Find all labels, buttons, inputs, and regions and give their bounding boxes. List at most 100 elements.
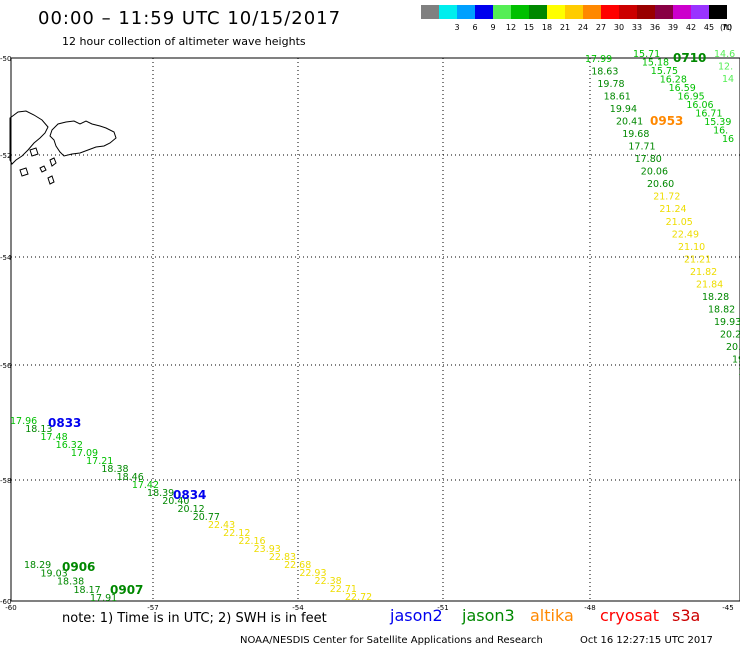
map-subtitle: 12 hour collection of altimeter wave hei…: [62, 35, 306, 48]
wave-height-value: 16.32: [56, 440, 83, 451]
pass-time-labels: 0710 0953 0833 0834 0906 0907: [48, 51, 706, 597]
wave-height-value: 18.28: [702, 292, 729, 303]
pass-time-label: 0834: [173, 488, 206, 502]
colorbar-label: 6: [472, 23, 478, 32]
colorbar-label: 45: [703, 23, 715, 32]
wave-height-value: 14: [722, 74, 734, 85]
colorbar-swatch: [421, 5, 439, 19]
wave-height-value: 12.: [718, 62, 733, 73]
wave-height-value: 17.09: [71, 448, 98, 459]
wave-height-value: 19.94: [610, 104, 637, 115]
wave-height-value: 18.39: [147, 488, 174, 499]
colorbar-swatch: [619, 5, 637, 19]
units-note: note: 1) Time is in UTC; 2) SWH is in fe…: [62, 611, 327, 626]
wave-height-value: 16.06: [686, 100, 713, 111]
latitude-tick-label: -54: [0, 254, 12, 262]
wave-height-value: 18.38: [57, 577, 84, 588]
wave-height-value: 17.42: [132, 480, 159, 491]
colorbar-swatch: [457, 5, 475, 19]
colorbar-swatch: [709, 5, 727, 19]
latitude-tick-label: -58: [0, 477, 11, 485]
colorbar-swatch: [439, 5, 457, 19]
wave-height-value: 23.93: [254, 544, 281, 555]
wave-height-value: 20.06: [641, 167, 668, 178]
wave-height-value: 22.71: [330, 584, 357, 595]
wave-height-value: 19.78: [597, 79, 624, 90]
wave-height-value: 20.23: [720, 329, 740, 340]
colorbar-swatch: [691, 5, 709, 19]
wave-height-value: 19.03: [41, 568, 68, 579]
wave-height-value: 15.18: [642, 58, 669, 69]
wave-height-value: 21.05: [666, 217, 693, 228]
wave-height-value: 17.99: [585, 54, 612, 65]
pass-time-label: 0906: [62, 560, 95, 574]
legend-cryosat: cryosat: [600, 606, 660, 625]
wave-height-value: 17.80: [635, 154, 662, 165]
latitude-tick-label: -50: [0, 55, 11, 63]
colorbar-label: 9: [490, 23, 496, 32]
wave-height-value: 15.75: [651, 66, 678, 77]
wave-height-value: 19.68: [622, 129, 649, 140]
wave-height-value: 16.: [713, 126, 728, 137]
latitude-tick-label: -56: [0, 362, 12, 370]
longitude-tick-label: -45: [722, 604, 733, 612]
legend-s3a: s3a: [672, 606, 701, 625]
wave-height-value: 21.24: [659, 204, 686, 215]
wave-height-value: 14.6: [714, 49, 735, 60]
wave-height-value: 22.68: [284, 560, 311, 571]
latitude-tick-label: -60: [0, 598, 11, 606]
pass-time-label: 0710: [673, 51, 706, 65]
wave-height-value: 21.21: [684, 254, 711, 265]
wave-height-value: 22.43: [208, 520, 235, 531]
credit-text: NOAA/NESDIS Center for Satellite Applica…: [240, 635, 543, 646]
wave-height-value: 20.3: [726, 342, 740, 353]
colorbar-label: 39: [667, 23, 679, 32]
wave-height-value: 17.21: [86, 456, 113, 467]
wave-height-value: 22.49: [672, 229, 699, 240]
wave-height-value: 17.48: [40, 432, 67, 443]
wave-height-value: 18.61: [604, 92, 631, 103]
wave-height-value: 22.83: [269, 552, 296, 563]
wave-height-value: 15.71: [633, 49, 660, 60]
colorbar-swatch: [493, 5, 511, 19]
wave-height-value: 18.46: [117, 472, 144, 483]
wave-height-value: 22.93: [299, 568, 326, 579]
wave-height-value: 21.84: [696, 279, 723, 290]
pass-time-label: 0907: [110, 583, 143, 597]
colorbar-swatch: [601, 5, 619, 19]
wave-height-value: 16.28: [660, 75, 687, 86]
colorbar-label: 18: [541, 23, 553, 32]
falkland-islands-coastline: [9, 110, 117, 185]
wave-height-value: 19.93: [714, 317, 740, 328]
wave-height-value: 15.39: [704, 117, 731, 128]
colorbar-label: 21: [559, 23, 571, 32]
colorbar-label: 36: [649, 23, 661, 32]
colorbar-label: 12: [505, 23, 517, 32]
colorbar-swatch: [547, 5, 565, 19]
lat-lon-grid: [10, 57, 740, 602]
wave-height-value: 17.91: [90, 593, 117, 604]
wave-height-value: 22.12: [223, 528, 250, 539]
wave-height-value: 16.59: [669, 83, 696, 94]
longitude-tick-label: -60: [5, 604, 16, 612]
colorbar-label: 70: [721, 23, 733, 32]
map-title: 00:00 – 11:59 UTC 10/15/2017: [38, 8, 342, 29]
wave-height-value: 20.41: [616, 117, 643, 128]
legend-altika: altika: [530, 606, 574, 625]
wave-height-value: 20.77: [193, 512, 220, 523]
wave-height-value: 16.95: [678, 92, 705, 103]
longitude-tick-label: -54: [292, 604, 304, 612]
colorbar-label: 33: [631, 23, 643, 32]
wave-height-value: 17.71: [628, 142, 655, 153]
wave-height-value: 16: [722, 134, 734, 145]
wave-height-value: 19.: [732, 354, 740, 365]
wave-height-value: 20.12: [178, 504, 205, 515]
generated-timestamp: Oct 16 12:27:15 UTC 2017: [580, 635, 713, 646]
wave-height-value: 18.13: [25, 424, 52, 435]
colorbar-label: 30: [613, 23, 625, 32]
colorbar-swatch: [565, 5, 583, 19]
wave-height-value: 22.72: [345, 592, 372, 603]
axis-tick-labels: -60 -57 -54 -51 -48 -45 -50 -52 -54 -56 -58 -60: [0, 55, 734, 612]
colorbar-label: 3: [454, 23, 460, 32]
wave-height-value: 18.82: [708, 304, 735, 315]
